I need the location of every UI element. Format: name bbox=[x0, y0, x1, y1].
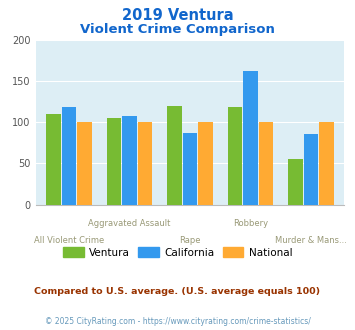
Text: Robbery: Robbery bbox=[233, 219, 268, 228]
Bar bbox=[319, 122, 334, 205]
Bar bbox=[77, 122, 92, 205]
Bar bbox=[288, 159, 303, 205]
Text: Violent Crime Comparison: Violent Crime Comparison bbox=[80, 23, 275, 36]
Bar bbox=[106, 118, 121, 205]
Text: Rape: Rape bbox=[179, 236, 201, 245]
Text: © 2025 CityRating.com - https://www.cityrating.com/crime-statistics/: © 2025 CityRating.com - https://www.city… bbox=[45, 317, 310, 326]
Legend: Ventura, California, National: Ventura, California, National bbox=[59, 243, 296, 262]
Bar bbox=[259, 122, 273, 205]
Bar bbox=[137, 122, 152, 205]
Text: All Violent Crime: All Violent Crime bbox=[34, 236, 104, 245]
Bar bbox=[46, 114, 61, 205]
Text: Compared to U.S. average. (U.S. average equals 100): Compared to U.S. average. (U.S. average … bbox=[34, 287, 321, 296]
Bar bbox=[304, 134, 318, 205]
Bar bbox=[61, 107, 76, 205]
Bar bbox=[228, 107, 242, 205]
Text: 2019 Ventura: 2019 Ventura bbox=[122, 8, 233, 23]
Bar bbox=[122, 116, 137, 205]
Bar bbox=[183, 133, 197, 205]
Text: Aggravated Assault: Aggravated Assault bbox=[88, 219, 170, 228]
Bar bbox=[198, 122, 213, 205]
Bar bbox=[243, 71, 258, 205]
Bar bbox=[167, 106, 182, 205]
Text: Murder & Mans...: Murder & Mans... bbox=[275, 236, 347, 245]
